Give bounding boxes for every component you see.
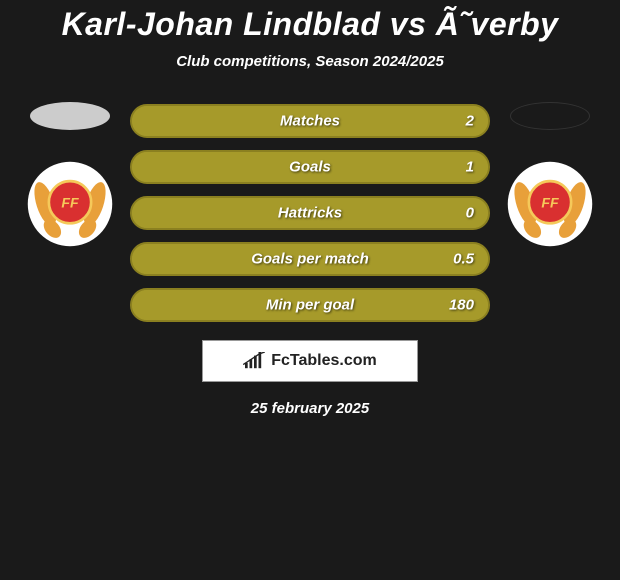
stat-label: Goals bbox=[289, 159, 331, 176]
team-badge-right: FF bbox=[506, 160, 594, 248]
date-label: 25 february 2025 bbox=[0, 400, 620, 417]
badge-icon: FF bbox=[506, 160, 594, 248]
stat-bar: Goals per match 0.5 bbox=[130, 242, 490, 276]
stat-value: 180 bbox=[449, 297, 474, 314]
stats-list: Matches 2 Goals 1 Hattricks 0 Goals per match 0… bbox=[130, 104, 490, 322]
ellipse-left-icon bbox=[30, 102, 110, 130]
chart-icon bbox=[243, 352, 265, 370]
ellipse-right-icon bbox=[510, 102, 590, 130]
team-badge-left: FF bbox=[26, 160, 114, 248]
page-title: Karl-Johan Lindblad vs Ã˜verby bbox=[0, 6, 620, 43]
stat-bar: Hattricks 0 bbox=[130, 196, 490, 230]
content-row: FF Matches 2 Goals 1 Hattricks 0 Goals per mat… bbox=[0, 102, 620, 322]
badge-icon: FF bbox=[26, 160, 114, 248]
stat-label: Goals per match bbox=[251, 251, 369, 268]
right-column: FF bbox=[500, 102, 600, 248]
stat-value: 0.5 bbox=[453, 251, 474, 268]
stat-bar: Min per goal 180 bbox=[130, 288, 490, 322]
svg-text:FF: FF bbox=[541, 195, 559, 211]
comparison-card: Karl-Johan Lindblad vs Ã˜verby Club comp… bbox=[0, 0, 620, 417]
stat-bar: Matches 2 bbox=[130, 104, 490, 138]
stat-label: Hattricks bbox=[278, 205, 342, 222]
stat-value: 1 bbox=[466, 159, 474, 176]
subtitle: Club competitions, Season 2024/2025 bbox=[0, 53, 620, 70]
brand-label: FcTables.com bbox=[271, 352, 377, 370]
svg-text:FF: FF bbox=[61, 195, 79, 211]
brand-box[interactable]: FcTables.com bbox=[202, 340, 418, 382]
left-column: FF bbox=[20, 102, 120, 248]
stat-bar: Goals 1 bbox=[130, 150, 490, 184]
stat-value: 0 bbox=[466, 205, 474, 222]
stat-label: Matches bbox=[280, 113, 340, 130]
stat-label: Min per goal bbox=[266, 297, 354, 314]
stat-value: 2 bbox=[466, 113, 474, 130]
